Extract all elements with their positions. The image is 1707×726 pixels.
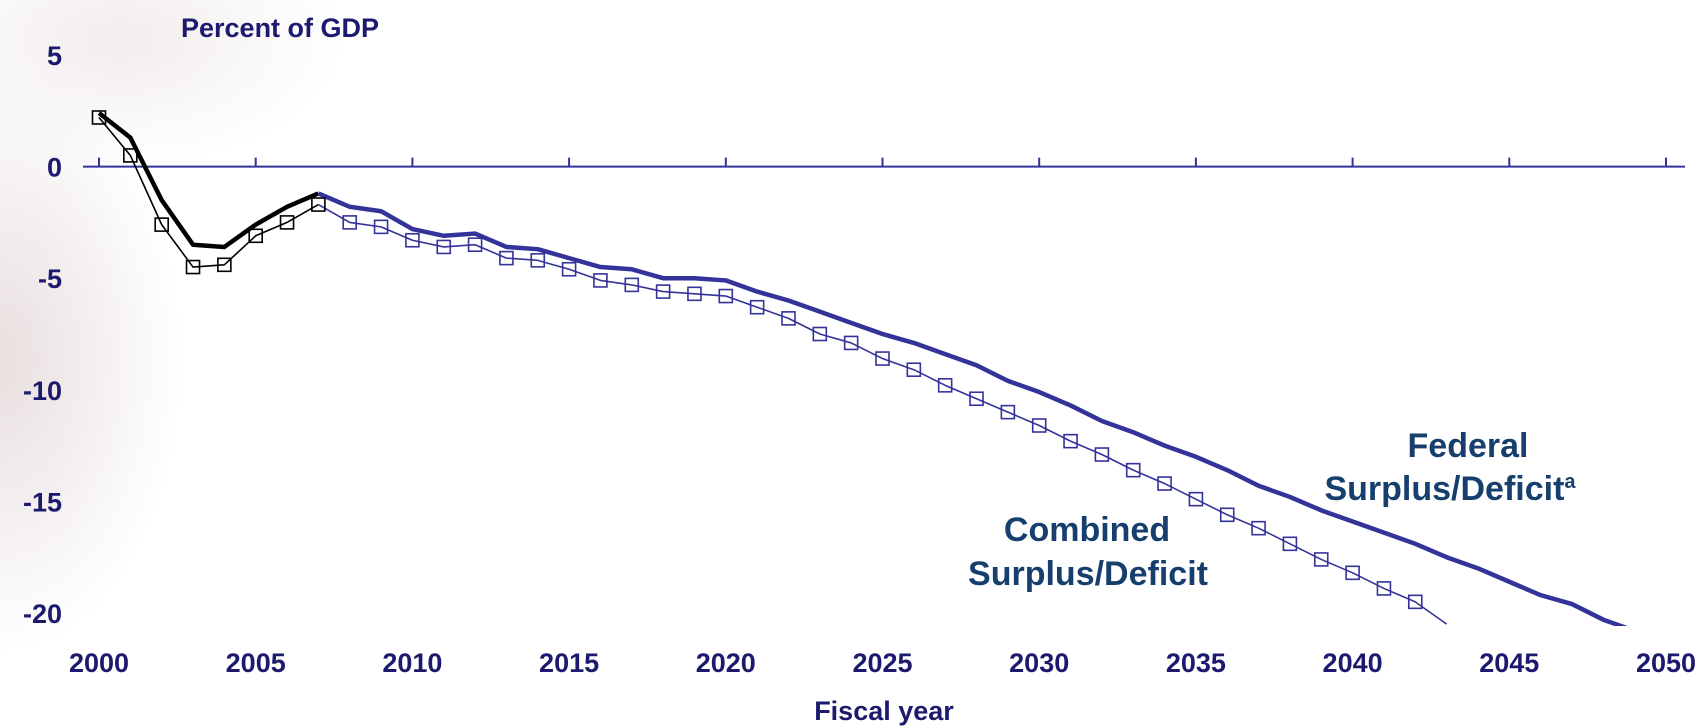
data-point-marker — [405, 232, 420, 248]
y-axis-ticks: 5 0 -5 -10 -15 -20 — [23, 41, 62, 629]
data-point-marker — [279, 215, 295, 230]
data-point-marker — [1345, 565, 1360, 581]
data-point-marker — [530, 253, 546, 268]
x-tick-label: 2010 — [382, 648, 442, 678]
data-point-marker — [1031, 418, 1047, 433]
series-line-projected — [317, 203, 1448, 625]
data-point-marker — [185, 259, 201, 275]
federal-series-label: Federal — [1408, 427, 1529, 465]
x-tick-label: 2020 — [696, 648, 756, 678]
x-tick-label: 2035 — [1166, 648, 1226, 678]
data-point-marker — [217, 257, 232, 273]
combined-label-line1: Combined — [1004, 511, 1170, 549]
series-line-projected — [317, 191, 1628, 626]
federal-footnote-marker: a — [1564, 471, 1576, 493]
combined-series-label: Combined — [1004, 511, 1170, 549]
data-point-marker — [373, 219, 389, 235]
federal-label-line2: Surplus/Deficit — [1324, 470, 1564, 508]
y-tick-label: 5 — [47, 41, 62, 71]
data-point-marker — [969, 391, 984, 407]
data-point-marker — [1125, 462, 1141, 478]
data-point-marker — [624, 277, 640, 293]
data-point-marker — [123, 148, 138, 163]
data-point-marker — [1313, 552, 1329, 567]
data-point-marker — [436, 239, 452, 255]
y-tick-label: -5 — [38, 264, 62, 294]
series-line-historical — [98, 116, 319, 268]
combined-label-line2: Surplus/Deficit — [968, 555, 1208, 593]
x-tick-label: 2025 — [852, 648, 912, 678]
combined-series-label-line2: Surplus/Deficit — [968, 555, 1208, 593]
data-point-marker — [1094, 447, 1110, 462]
data-point-marker — [311, 197, 326, 212]
data-point-marker — [906, 362, 922, 378]
data-point-marker — [1282, 536, 1298, 552]
series-line-historical — [97, 111, 320, 250]
federal-series-label-line2: Surplus/Deficita — [1324, 470, 1576, 508]
data-point-marker — [875, 351, 890, 366]
data-point-marker — [812, 326, 828, 342]
data-point-marker — [342, 215, 358, 230]
y-axis-title: Percent of GDP — [181, 13, 379, 43]
x-axis — [83, 157, 1685, 168]
data-point-marker — [749, 299, 765, 315]
x-tick-label: 2045 — [1479, 648, 1539, 678]
data-point-marker — [937, 378, 953, 393]
data-point-marker — [781, 311, 796, 326]
x-tick-label: 2050 — [1636, 648, 1696, 678]
x-axis-ticks: 2000 2005 2010 2015 2020 2025 2030 2035 2040 2045… — [69, 648, 1696, 678]
x-tick-label: 2005 — [226, 648, 286, 678]
series-federal — [97, 111, 1628, 626]
data-point-marker — [499, 250, 514, 266]
data-point-marker — [687, 286, 702, 302]
data-point-marker — [593, 273, 608, 288]
data-point-marker — [1157, 476, 1172, 491]
data-point-marker — [1000, 404, 1016, 420]
data-point-marker — [1063, 433, 1078, 449]
data-point-marker — [1219, 507, 1235, 523]
x-axis-title: Fiscal year — [814, 696, 954, 726]
data-point-marker — [1407, 594, 1423, 610]
data-point-marker — [248, 228, 263, 244]
x-tick-label: 2000 — [69, 648, 129, 678]
y-tick-label: 0 — [47, 153, 62, 183]
x-tick-label: 2040 — [1323, 648, 1383, 678]
data-point-marker — [91, 110, 107, 125]
series-combined — [91, 110, 1448, 625]
data-point-marker — [154, 217, 169, 232]
data-point-marker — [1251, 520, 1266, 536]
data-point-marker — [467, 237, 483, 253]
y-tick-label: -10 — [23, 376, 62, 406]
data-point-marker — [655, 284, 671, 299]
data-point-marker — [561, 261, 577, 277]
data-point-marker — [1376, 581, 1392, 596]
federal-label-line1: Federal — [1408, 427, 1529, 465]
data-point-marker — [1188, 491, 1204, 507]
data-point-marker — [843, 335, 859, 351]
y-tick-label: -20 — [23, 599, 62, 629]
x-tick-label: 2015 — [539, 648, 599, 678]
x-tick-label: 2030 — [1009, 648, 1069, 678]
data-point-marker — [718, 288, 734, 304]
y-tick-label: -15 — [23, 487, 62, 517]
